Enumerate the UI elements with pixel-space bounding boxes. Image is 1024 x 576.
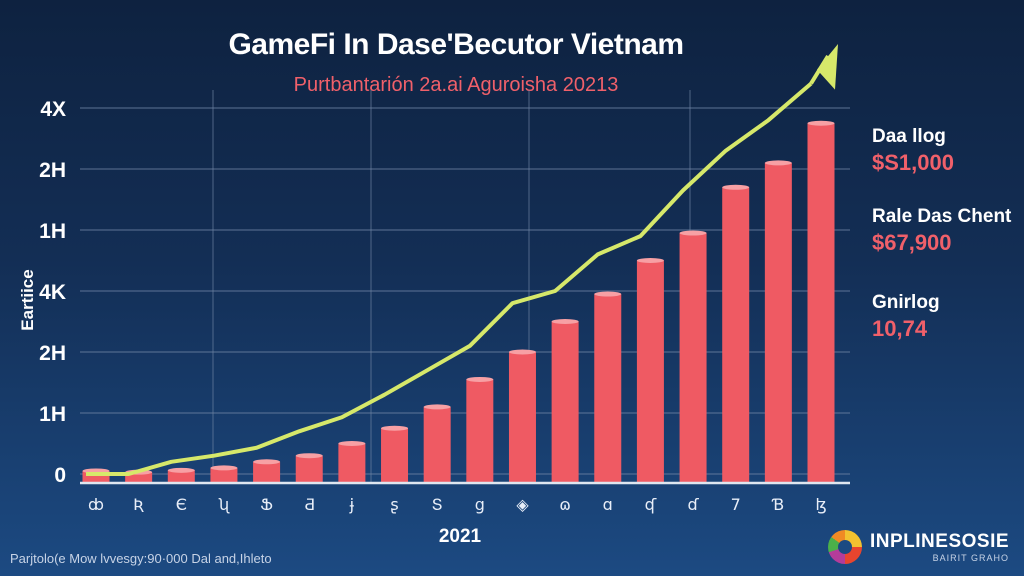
stat-value: 10,74 (872, 316, 928, 341)
bar (764, 162, 792, 483)
x-tick-label: Ֆ (260, 495, 273, 514)
x-tick-label: Є (176, 495, 187, 514)
x-tick-label: ȸ (88, 495, 104, 514)
y-tick-label: 0 (54, 464, 66, 487)
stat-label: Daa llog (872, 126, 946, 147)
bar (167, 470, 195, 483)
x-tick-label: ʂ (390, 495, 398, 514)
bar-cap (253, 459, 281, 465)
logo-tagline: BAIRIT GRAHO (932, 553, 1010, 563)
bar (636, 260, 664, 483)
bar (722, 187, 750, 484)
bar-cap (381, 425, 409, 431)
stat-3: Gnirlog 10,74 (872, 292, 940, 342)
x-tick-label: Ʀ (133, 495, 144, 514)
x-tick-label: ɉ (349, 495, 355, 514)
x-tick-label: Տ (432, 495, 443, 514)
bar (807, 123, 835, 483)
bar-cap (338, 441, 366, 446)
y-tick-label: 4X (40, 98, 66, 121)
x-tick-label: ʯ (219, 495, 230, 514)
y-tick-label: 1H (39, 220, 66, 243)
x-tick-label: ◈ (516, 495, 529, 514)
bar (253, 461, 281, 483)
bar (125, 472, 153, 483)
y-tick-label: 4K (39, 281, 66, 304)
bar-cap (679, 230, 707, 236)
brand-logo: INPLINESOSIE BAIRIT GRAHO (828, 530, 1009, 564)
bar-cap (551, 319, 579, 324)
bar-cap (423, 404, 451, 410)
bar (210, 467, 238, 483)
bar (295, 455, 323, 483)
bar-cap (594, 291, 622, 297)
x-tick-label: Ƌ (304, 495, 315, 514)
bar-cap (210, 465, 238, 471)
bar (679, 233, 707, 483)
stat-2: Rale Das Chent $67,900 (872, 206, 1011, 256)
stat-label: Rale Das Chent (872, 206, 1012, 227)
bar (381, 428, 409, 483)
bar-cap (764, 160, 792, 166)
stat-1: Daa llog $S1,000 (872, 126, 954, 176)
chart-subtitle: Purtbantarión 2a.ai Aguroisha 20213 (293, 74, 619, 96)
stat-label: Gnirlog (872, 292, 940, 313)
x-tick-label: ɑ (603, 495, 613, 514)
y-tick-label: 2H (39, 159, 66, 182)
bar-cap (636, 258, 664, 263)
bar-cap (722, 184, 750, 190)
chart-title: GameFi In Dase'Becutor Vietnam (228, 28, 684, 61)
x-axis-label: 2021 (438, 526, 482, 547)
bar (423, 406, 451, 483)
x-tick-label: ɮ (815, 495, 826, 514)
trend-arrow-head (817, 44, 838, 90)
bar (594, 294, 622, 483)
bar-cap (466, 376, 494, 382)
bar-cap (167, 467, 195, 473)
logo-ring-icon (828, 530, 862, 564)
bar (508, 352, 536, 483)
bar-cap (807, 120, 835, 126)
bar-cap (508, 349, 536, 355)
stat-value: $S1,000 (872, 150, 954, 175)
bar-cap (295, 453, 323, 459)
x-tick-label: ɗ (687, 495, 699, 514)
bar (466, 379, 494, 483)
x-tick-label: Ɓ (771, 495, 784, 514)
x-tick-label: ʠ (645, 495, 657, 514)
logo-name: INPLINESOSIE (870, 531, 1010, 552)
y-tick-label: 1H (39, 403, 66, 426)
trend-arrow-shaft (809, 54, 830, 85)
trend-line (86, 82, 813, 476)
x-tick-label: ց (475, 495, 485, 514)
bar (338, 443, 366, 483)
y-axis-label: Eartiice (18, 269, 37, 331)
y-tick-label: 2H (39, 342, 66, 365)
x-tick-label: ɷ (559, 495, 571, 514)
footnote: Parjtolo(e Mow lvvesgy:90·000 Dal and,Ih… (10, 551, 272, 566)
stat-value: $67,900 (872, 230, 952, 255)
bar (551, 321, 579, 483)
x-tick-label: 7 (731, 495, 741, 514)
